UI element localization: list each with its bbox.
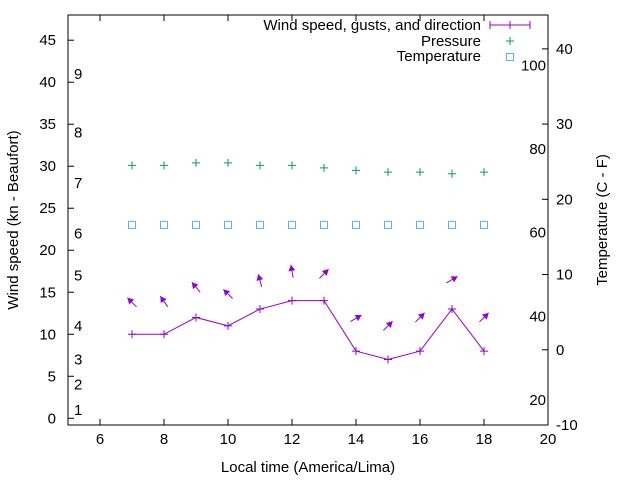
y2-tick-label: 0 <box>556 342 564 359</box>
wind-direction-arrow <box>446 275 458 284</box>
wind-direction-arrow <box>350 314 362 322</box>
pressure-point <box>256 161 264 170</box>
y-tick-label: 35 <box>39 116 56 133</box>
beaufort-label: 4 <box>74 318 82 335</box>
y-tick-label: 45 <box>39 32 56 49</box>
wind-speed-point <box>128 330 136 339</box>
temperature-point <box>352 220 360 229</box>
wind-direction-arrow <box>288 264 296 278</box>
wind-direction-arrow <box>319 268 329 279</box>
temperature-point <box>288 220 296 229</box>
pressure-point <box>416 168 424 177</box>
wind-direction-arrow <box>479 312 489 323</box>
wind-direction-arrow <box>223 288 233 299</box>
y-tick-label: 20 <box>39 242 56 259</box>
x-tick-label: 20 <box>540 431 557 448</box>
beaufort-label: 7 <box>74 175 82 192</box>
wind-direction-arrow <box>415 312 425 323</box>
beaufort-label: 5 <box>74 267 82 284</box>
x-axis-label: Local time (America/Lima) <box>221 459 395 476</box>
temperature-point <box>224 220 232 229</box>
beaufort-label: 1 <box>74 402 82 419</box>
x-tick-label: 8 <box>160 431 168 448</box>
temperature-point <box>384 220 392 229</box>
y2-tick-label: 30 <box>556 116 573 133</box>
wind-speed-point <box>320 296 328 305</box>
x-tick-label: 16 <box>412 431 429 448</box>
legend-wind-sample <box>489 21 531 29</box>
wind-direction-arrow <box>159 295 169 308</box>
y-tick-label: 30 <box>39 158 56 175</box>
legend-label-wind: Wind speed, gusts, and direction <box>263 17 481 34</box>
pressure-point <box>448 169 456 178</box>
wind-speed-point <box>352 347 360 356</box>
y2-tick-label: 10 <box>556 267 573 284</box>
wind-direction-arrow <box>256 274 264 287</box>
wind-direction-arrow <box>127 297 137 308</box>
legend-label-temperature: Temperature <box>397 48 481 65</box>
temperature-point <box>448 220 456 229</box>
x-tick-label: 12 <box>284 431 301 448</box>
fahrenheit-label: 60 <box>529 225 546 242</box>
temperature-point <box>256 220 264 229</box>
wind-speed-point <box>384 355 392 364</box>
y-tick-label: 25 <box>39 200 56 217</box>
y2-axis-label: Temperature (C - F) <box>594 154 611 286</box>
fahrenheit-label: 80 <box>529 141 546 158</box>
pressure-point <box>384 168 392 177</box>
beaufort-label: 6 <box>74 225 82 242</box>
beaufort-label: 3 <box>74 351 82 368</box>
fahrenheit-label: 40 <box>529 308 546 325</box>
x-tick-label: 10 <box>220 431 237 448</box>
y-tick-label: 15 <box>39 284 56 301</box>
temperature-point <box>192 220 200 229</box>
beaufort-label: 8 <box>74 125 82 142</box>
x-tick-label: 14 <box>348 431 365 448</box>
temperature-point <box>160 220 168 229</box>
pressure-point <box>288 161 296 170</box>
wind-speed-point <box>160 330 168 339</box>
plot-border <box>67 14 549 426</box>
wind-speed-line <box>132 300 485 360</box>
legend-pressure-sample <box>506 37 514 45</box>
x-tick-label: 6 <box>96 431 104 448</box>
temperature-point <box>480 220 488 229</box>
wind-speed-point <box>416 347 424 356</box>
beaufort-label: 9 <box>74 66 82 83</box>
wind-speed-point <box>288 296 296 305</box>
pressure-point <box>224 158 232 167</box>
fahrenheit-label: 100 <box>521 58 546 75</box>
wind-speed-point <box>256 305 264 314</box>
beaufort-label: 2 <box>74 377 82 394</box>
temperature-point <box>416 220 424 229</box>
pressure-point <box>192 158 200 167</box>
wind-speed-point <box>192 313 200 322</box>
temperature-point <box>320 220 328 229</box>
legend: Wind speed, gusts, and direction Pressur… <box>263 17 531 65</box>
x-tick-label: 18 <box>476 431 493 448</box>
y-tick-label: 40 <box>39 74 56 91</box>
wind-direction-arrow <box>191 281 201 293</box>
y-tick-label: 5 <box>48 368 56 385</box>
wind-speed-point <box>224 321 232 330</box>
fahrenheit-label: 20 <box>529 392 546 409</box>
y2-tick-label: 40 <box>556 41 573 58</box>
y-tick-label: 10 <box>39 326 56 343</box>
y-tick-label: 0 <box>48 410 56 427</box>
pressure-point <box>320 163 328 172</box>
y2-tick-label: 20 <box>556 191 573 208</box>
pressure-point <box>128 161 136 170</box>
pressure-point <box>160 161 168 170</box>
wind-speed-point <box>480 347 488 356</box>
temperature-point <box>128 220 136 229</box>
legend-temperature-sample <box>506 53 514 61</box>
y2-tick-label: -10 <box>556 417 578 434</box>
wind-speed-point <box>448 305 456 314</box>
pressure-point <box>480 168 488 177</box>
y-axis-label: Wind speed (kn - Beaufort) <box>5 130 22 309</box>
wind-direction-arrow <box>383 320 393 331</box>
pressure-point <box>352 166 360 175</box>
legend-label-pressure: Pressure <box>421 33 481 50</box>
